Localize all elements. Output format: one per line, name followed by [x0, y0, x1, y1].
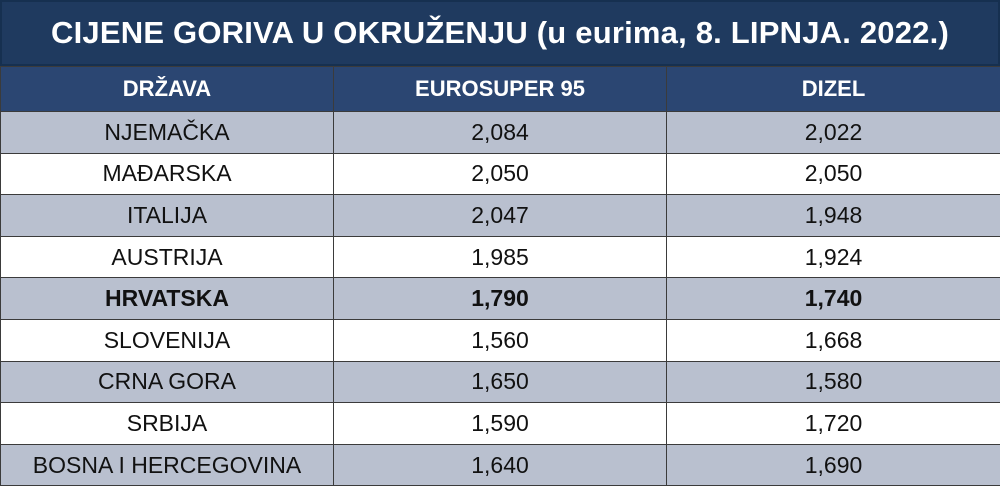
cell-country: AUSTRIJA	[0, 235, 334, 279]
cell-eurosuper95: 1,590	[333, 402, 667, 445]
table-row: CRNA GORA 1,650 1,580	[0, 360, 1000, 404]
cell-dizel: 2,022	[666, 111, 1000, 154]
table-row: MAĐARSKA 2,050 2,050	[0, 152, 1000, 196]
header-row: DRŽAVA EUROSUPER 95 DIZEL	[0, 66, 1000, 112]
cell-dizel: 1,924	[666, 235, 1000, 279]
column-header-dizel: DIZEL	[666, 66, 1000, 112]
cell-country: HRVATSKA	[0, 277, 334, 320]
cell-country: MAĐARSKA	[0, 152, 334, 196]
table-row: BOSNA I HERCEGOVINA 1,640 1,690	[0, 443, 1000, 486]
cell-dizel: 1,690	[666, 443, 1000, 486]
cell-country: SRBIJA	[0, 402, 334, 445]
cell-eurosuper95: 1,650	[333, 360, 667, 404]
cell-dizel: 1,580	[666, 360, 1000, 404]
cell-eurosuper95: 1,790	[333, 277, 667, 320]
cell-eurosuper95: 2,050	[333, 152, 667, 196]
cell-eurosuper95: 1,640	[333, 443, 667, 486]
table-row: ITALIJA 2,047 1,948	[0, 194, 1000, 237]
cell-country: CRNA GORA	[0, 360, 334, 404]
cell-dizel: 1,668	[666, 318, 1000, 362]
cell-dizel: 1,740	[666, 277, 1000, 320]
cell-eurosuper95: 1,985	[333, 235, 667, 279]
table-row: AUSTRIJA 1,985 1,924	[0, 235, 1000, 279]
cell-dizel: 1,948	[666, 194, 1000, 237]
table-row: NJEMAČKA 2,084 2,022	[0, 111, 1000, 154]
fuel-price-table: DRŽAVA EUROSUPER 95 DIZEL NJEMAČKA 2,084 2…	[0, 66, 1000, 486]
cell-dizel: 1,720	[666, 402, 1000, 445]
column-header-eurosuper95: EUROSUPER 95	[333, 66, 667, 112]
table-row: SLOVENIJA 1,560 1,668	[0, 318, 1000, 362]
cell-dizel: 2,050	[666, 152, 1000, 196]
cell-eurosuper95: 1,560	[333, 318, 667, 362]
table-row: SRBIJA 1,590 1,720	[0, 402, 1000, 445]
cell-country: ITALIJA	[0, 194, 334, 237]
cell-eurosuper95: 2,084	[333, 111, 667, 154]
cell-country: NJEMAČKA	[0, 111, 334, 154]
table-row: HRVATSKA 1,790 1,740	[0, 277, 1000, 320]
column-header-country: DRŽAVA	[0, 66, 334, 112]
table-title: CIJENE GORIVA U OKRUŽENJU (u eurima, 8. …	[0, 0, 1000, 66]
cell-country: BOSNA I HERCEGOVINA	[0, 443, 334, 486]
cell-eurosuper95: 2,047	[333, 194, 667, 237]
cell-country: SLOVENIJA	[0, 318, 334, 362]
table-body: NJEMAČKA 2,084 2,022 MAĐARSKA 2,050 2,050 ITAL…	[0, 111, 1000, 486]
